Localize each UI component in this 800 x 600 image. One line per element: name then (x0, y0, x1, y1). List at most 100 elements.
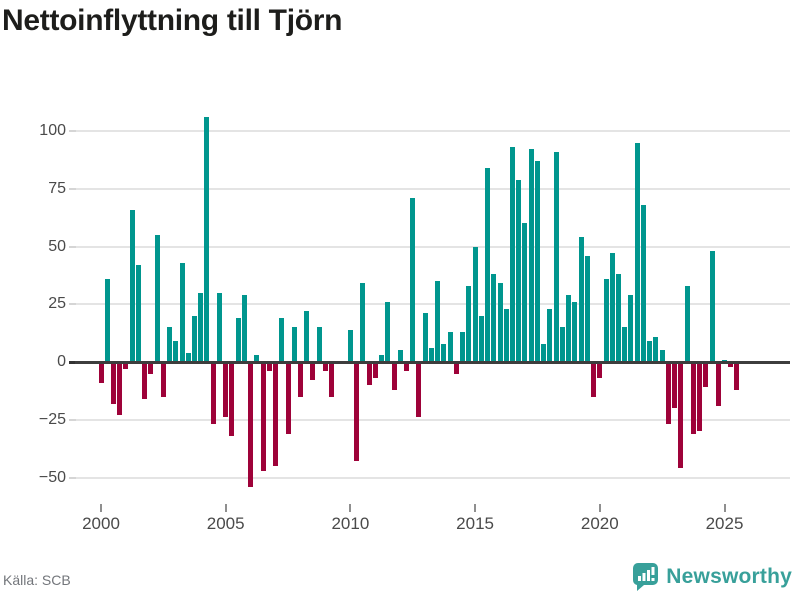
bar-2021Q3 (634, 142, 640, 362)
bar-2004Q1 (198, 292, 204, 362)
bar-2012Q4 (416, 362, 422, 418)
bar-2015Q2 (478, 315, 484, 362)
gridline (75, 245, 790, 248)
bar-2001Q1 (123, 362, 129, 369)
x-axis-tick (598, 504, 601, 512)
bar-2013Q2 (428, 348, 434, 362)
bar-2013Q3 (435, 281, 441, 362)
y-axis-tick (69, 245, 76, 248)
bar-2022Q1 (647, 341, 653, 362)
bar-2005Q3 (235, 318, 241, 362)
bar-2016Q2 (503, 308, 509, 362)
bar-2000Q2 (104, 278, 110, 362)
x-axis-label: 2020 (580, 514, 619, 533)
bar-2023Q1 (672, 362, 678, 409)
bar-2021Q2 (628, 295, 634, 362)
bar-2011Q1 (372, 362, 378, 379)
y-axis-tick (69, 187, 76, 190)
bar-2019Q1 (572, 301, 578, 362)
bar-2019Q3 (584, 255, 590, 362)
bar-2005Q4 (241, 295, 247, 362)
bar-2007Q2 (279, 318, 285, 362)
y-axis-label: 100 (39, 122, 66, 139)
x-axis-label: 2000 (82, 514, 120, 533)
bar-2016Q1 (497, 283, 503, 362)
bar-2011Q4 (391, 362, 397, 390)
bar-2000Q1 (98, 362, 104, 383)
bar-2002Q3 (160, 362, 166, 397)
bar-2008Q2 (304, 311, 310, 362)
bar-2013Q1 (422, 313, 428, 362)
bar-2012Q3 (410, 197, 416, 362)
y-axis-tick (69, 303, 76, 306)
bar-2002Q2 (154, 234, 160, 362)
bar-2003Q2 (179, 262, 185, 362)
x-axis-tick (474, 504, 477, 512)
bar-2002Q4 (167, 327, 173, 362)
bar-2024Q4 (715, 362, 721, 406)
bar-2021Q4 (640, 204, 646, 362)
x-axis-label: 2010 (331, 514, 370, 533)
newsworthy-logo: Newsworthy (632, 562, 792, 591)
source-note: Källa: SCB (3, 572, 71, 588)
bar-2014Q1 (447, 331, 453, 362)
bar-2021Q1 (622, 327, 628, 362)
bar-2023Q4 (690, 362, 696, 434)
y-axis-tick (69, 418, 76, 421)
bar-2006Q4 (266, 362, 272, 372)
x-axis-label: 2015 (456, 514, 494, 533)
bar-2020Q1 (597, 362, 603, 379)
bar-2025Q3 (734, 362, 740, 390)
y-axis-label: 25 (48, 295, 66, 313)
bar-2008Q3 (310, 362, 316, 381)
bar-2000Q3 (110, 362, 116, 404)
gridline (75, 476, 790, 479)
bar-2010Q4 (366, 362, 372, 386)
bar-2017Q1 (522, 223, 528, 362)
bar-2016Q3 (510, 147, 515, 362)
bar-2018Q3 (559, 327, 565, 362)
bar-2009Q2 (329, 362, 335, 397)
bar-2010Q2 (354, 362, 360, 462)
bar-2017Q3 (534, 161, 540, 362)
bar-2015Q1 (472, 246, 478, 362)
bar-2002Q1 (148, 362, 154, 374)
bar-2001Q2 (129, 209, 135, 362)
brand-name: Newsworthy (666, 564, 792, 588)
bar-2017Q2 (528, 149, 534, 362)
bar-2015Q4 (491, 274, 497, 362)
y-axis-tick (69, 476, 76, 479)
bar-2018Q2 (553, 151, 559, 362)
gridline (75, 303, 790, 306)
bar-2022Q4 (665, 362, 671, 425)
x-axis-label: 2005 (206, 514, 245, 533)
x-axis-tick (349, 504, 352, 512)
bar-2022Q3 (659, 350, 665, 362)
bar-2024Q2 (703, 362, 709, 388)
bar-2024Q3 (709, 251, 715, 362)
bar-2004Q2 (204, 117, 210, 362)
bar-2006Q2 (254, 355, 260, 362)
chart-title: Nettoinflyttning till Tjörn (2, 4, 343, 37)
bar-2015Q3 (485, 167, 491, 362)
bar-2018Q1 (547, 308, 553, 362)
bar-2001Q4 (142, 362, 148, 399)
y-axis-label: −25 (38, 410, 66, 428)
gridline (75, 418, 790, 421)
bar-2010Q1 (347, 329, 353, 362)
bar-2004Q4 (216, 292, 222, 362)
x-axis-tick (723, 504, 726, 512)
bar-2003Q1 (173, 341, 179, 362)
bar-2010Q3 (360, 283, 366, 362)
bar-2003Q3 (185, 352, 191, 362)
bar-2005Q1 (223, 362, 229, 418)
bar-2008Q1 (298, 362, 304, 397)
y-axis-label: 75 (48, 179, 66, 197)
bar-2023Q3 (684, 285, 690, 362)
x-axis-tick (100, 504, 102, 512)
bar-2007Q3 (285, 362, 291, 434)
bar-2012Q1 (397, 350, 403, 362)
bar-2011Q2 (379, 355, 385, 362)
bar-2019Q2 (578, 237, 584, 362)
bar-2013Q4 (441, 343, 447, 362)
